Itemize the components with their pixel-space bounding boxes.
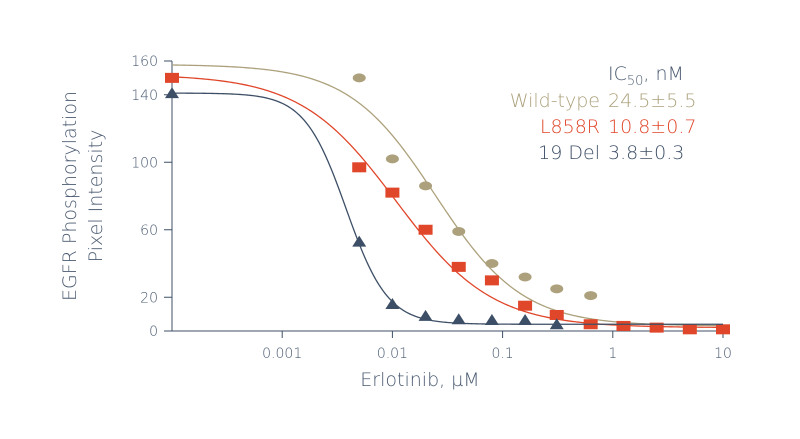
- point: [549, 309, 564, 320]
- point: [518, 272, 532, 282]
- y-tick-label: 0: [149, 324, 158, 340]
- point: [385, 298, 400, 309]
- point: [352, 73, 366, 83]
- x-tick-label: 1: [608, 346, 617, 362]
- legend-ic50: 3.8±0.3: [608, 142, 684, 164]
- point: [451, 261, 466, 272]
- legend-name: L858R: [540, 116, 600, 138]
- legend-title-sub: 50: [627, 74, 644, 89]
- point: [485, 259, 499, 268]
- point: [418, 309, 433, 321]
- legend-name: Wild-type: [510, 90, 600, 112]
- point: [649, 322, 664, 333]
- x-tick-label: 0.01: [377, 346, 408, 362]
- legend-ic50: 24.5±5.5: [608, 90, 696, 112]
- fit-curve: [171, 64, 724, 327]
- legend-title-suffix: , nM: [643, 63, 684, 85]
- x-tick-label: 0.001: [262, 346, 302, 362]
- legend-title-text: IC: [608, 63, 627, 85]
- y-axis-label: Pixel Intensity: [85, 130, 107, 263]
- y-tick-label: 160: [131, 54, 158, 70]
- point: [165, 72, 179, 83]
- point: [716, 324, 730, 335]
- point: [385, 154, 399, 164]
- point: [352, 235, 367, 247]
- point: [550, 284, 564, 294]
- point: [165, 87, 179, 99]
- point: [418, 224, 433, 235]
- x-axis-label: Erlotinib, µM: [360, 369, 479, 391]
- legend-ic50: 10.8±0.7: [608, 116, 696, 138]
- point: [616, 320, 631, 331]
- y-tick-label: 140: [131, 88, 158, 104]
- point: [385, 187, 400, 198]
- x-tick-label: 10: [714, 346, 732, 362]
- point: [518, 300, 533, 311]
- x-tick-label: 0.1: [491, 346, 513, 362]
- legend-title: IC50, nM: [608, 63, 684, 89]
- point: [419, 181, 433, 191]
- legend-name: 19 Del: [538, 142, 600, 164]
- point: [682, 324, 697, 335]
- point: [484, 314, 499, 326]
- point: [352, 162, 367, 173]
- point: [584, 291, 598, 301]
- y-tick-label: 20: [140, 290, 158, 306]
- point: [484, 275, 499, 286]
- y-tick-label: 100: [131, 155, 158, 171]
- point: [518, 314, 533, 326]
- point: [452, 226, 466, 236]
- y-axis-label: EGFR Phosphorylation: [59, 91, 81, 301]
- y-tick-label: 60: [140, 223, 158, 239]
- point: [549, 318, 564, 330]
- point: [451, 313, 466, 325]
- fit-curve: [171, 76, 724, 328]
- fit-curve: [172, 92, 723, 325]
